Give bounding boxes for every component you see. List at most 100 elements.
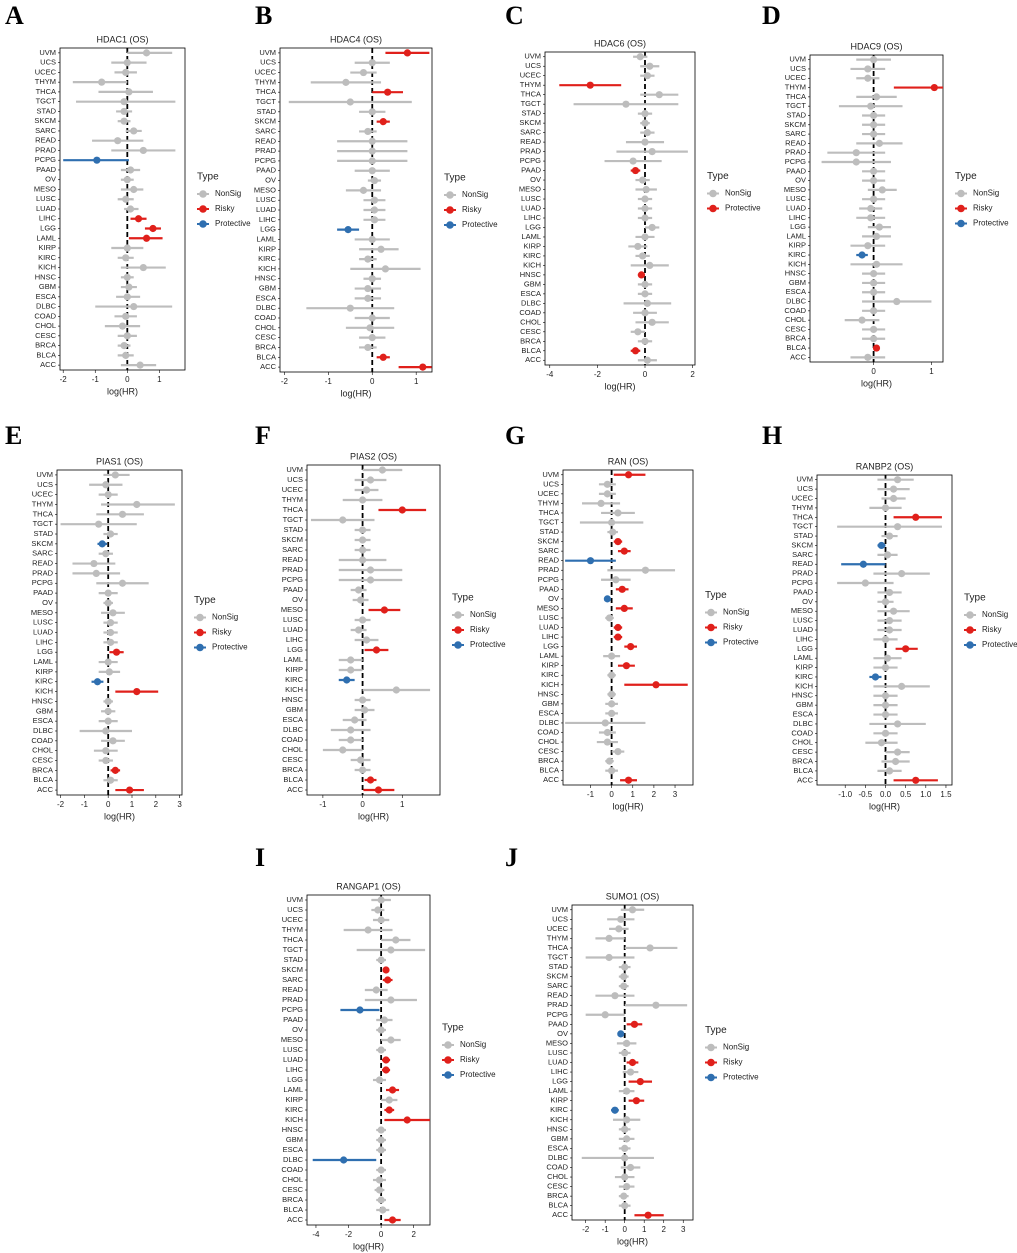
category-label: BRCA [520,336,541,345]
category-label: GBM [542,699,559,708]
hr-point [126,205,135,213]
category-label: MESO [254,185,276,194]
category-label: KIRC [523,251,542,260]
category-label: ESCA [283,715,303,724]
hr-point [368,59,376,67]
hr-point [355,586,363,594]
category-label: ESCA [793,710,813,719]
category-label: CHOL [520,317,541,326]
legend-label: NonSig [215,189,241,198]
category-label: UVM [542,470,559,479]
hr-point [870,325,878,334]
hr-point [370,206,379,214]
hr-point [136,361,144,369]
category-label: CHOL [547,1172,568,1181]
hr-point [626,1068,635,1076]
category-label: UCS [797,484,813,493]
hr-point [631,166,640,175]
panel-title: HDAC1 (OS) [96,34,148,44]
hr-point [388,1216,397,1224]
hr-point [893,523,902,531]
hr-point [126,786,134,794]
hr-point [123,332,131,340]
legend-swatch [709,189,717,198]
hr-point [375,1076,384,1084]
category-label: BRCA [32,765,53,774]
category-label: LIHC [286,635,304,644]
hr-point [123,293,131,301]
hr-point [872,344,881,352]
category-label: OV [42,598,53,607]
hr-point [370,216,379,224]
hr-point [858,316,866,324]
plot-frame [279,47,433,373]
category-label: CESC [255,333,276,342]
category-label: GBM [39,282,56,291]
x-tick-label: 1 [631,790,636,799]
category-label: LIHC [524,213,542,222]
hr-point [342,78,350,86]
hr-point [641,233,649,241]
hr-point [608,652,616,660]
category-label: READ [520,137,541,146]
category-label: LUAD [786,203,807,212]
hr-point [358,546,367,554]
category-label: PCPG [520,156,541,165]
legend-swatch [709,204,717,213]
legend-swatch [196,643,204,652]
panel-letter: F [255,421,271,450]
category-label: UVM [796,475,813,484]
x-tick-label: 2 [690,370,695,379]
category-label: TGCT [539,517,560,526]
category-label: ESCA [33,716,53,725]
hr-point [859,560,867,568]
legend-swatch [446,191,454,199]
x-tick-label: -2 [345,1230,353,1239]
hr-point [109,737,117,745]
x-tick-label: 2 [154,800,159,809]
hr-point [392,936,400,944]
category-label: KIRP [38,243,56,252]
hr-point [586,557,595,565]
hr-point [359,68,368,77]
hr-point [380,1016,388,1024]
hr-point [885,617,894,625]
category-label: LUAD [548,1057,569,1066]
hr-point [624,471,633,479]
hr-point [142,49,151,57]
category-label: CHOL [538,737,559,746]
category-label: LUAD [33,627,54,636]
hr-point [358,696,367,704]
category-label: LAML [33,657,53,666]
hr-point [358,536,367,544]
hr-point [114,137,122,145]
category-label: LIHC [551,1067,569,1076]
hr-point [104,599,112,607]
category-label: BLCA [283,775,303,784]
hr-point [644,1211,652,1219]
category-label: COAD [281,1165,303,1174]
hr-point [891,757,900,766]
x-axis-label: log(HR) [107,386,138,396]
hr-point [608,767,616,775]
hr-point [387,946,395,954]
legend-label: NonSig [460,1040,486,1049]
legend-swatch [966,626,974,634]
hr-point [637,271,646,279]
legend-swatch [966,611,974,619]
hr-point [120,107,128,116]
x-tick-label: 3 [673,790,678,799]
hr-point [870,307,878,315]
hr-point [893,297,901,306]
category-label: READ [282,555,303,564]
category-label: BLCA [36,350,56,359]
category-label: PAAD [548,1019,568,1028]
hr-point [885,588,894,597]
category-label: THYM [785,83,806,92]
category-label: PRAD [520,147,541,156]
hr-point [93,156,101,164]
hr-point [123,59,131,67]
hr-point [614,633,622,641]
plot-frame [56,469,183,796]
category-label: LGG [797,644,813,653]
